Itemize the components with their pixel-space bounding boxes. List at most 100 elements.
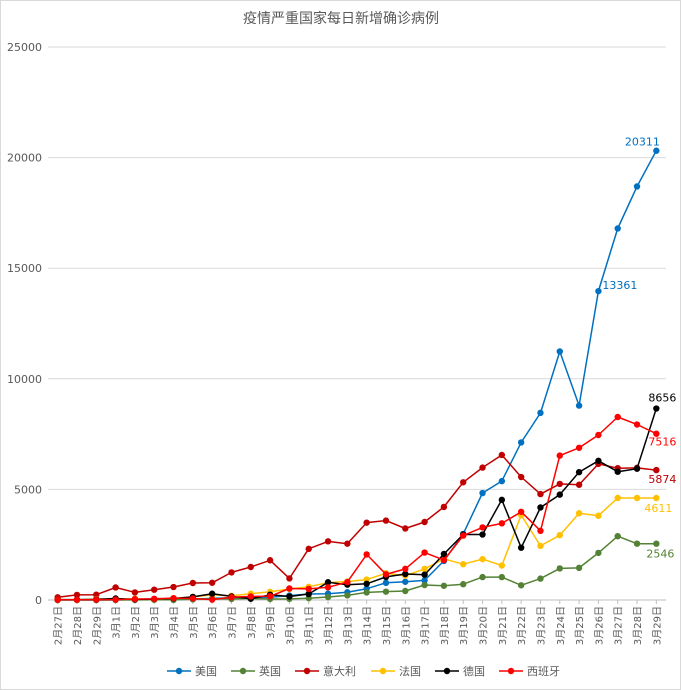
data-point	[382, 517, 390, 524]
data-point	[286, 585, 293, 592]
x-tick-label: 3月8日	[246, 606, 258, 639]
data-point	[189, 595, 197, 602]
data-point	[247, 563, 254, 571]
legend-item-意大利[interactable]: 意大利	[295, 664, 356, 678]
data-point	[537, 490, 544, 498]
x-tick-label: 3月9日	[265, 606, 277, 639]
data-point	[402, 570, 409, 578]
data-point	[633, 465, 641, 472]
data-point	[382, 571, 390, 578]
data-point	[556, 452, 563, 459]
data-point	[556, 348, 563, 355]
x-tick-label: 3月15日	[381, 606, 393, 645]
data-point	[324, 584, 332, 591]
data-point	[170, 594, 177, 602]
legend-label: 西班牙	[527, 665, 560, 678]
data-point	[595, 457, 602, 464]
y-tick-label: 10000	[7, 373, 42, 386]
data-label: 13361	[602, 279, 637, 292]
legend-item-英国[interactable]: 英国	[231, 664, 281, 678]
x-tick-label: 3月29日	[651, 606, 663, 645]
data-point	[517, 582, 525, 589]
data-point	[421, 571, 428, 578]
x-tick-label: 3月16日	[400, 606, 412, 645]
data-point	[517, 439, 525, 446]
x-tick-label: 2月28日	[72, 606, 84, 645]
legend-label: 美国	[195, 665, 217, 678]
legend[interactable]: 美国 英国 意大利 法国 德国 西班牙	[167, 664, 560, 678]
data-point	[614, 468, 621, 475]
data-point	[73, 596, 81, 603]
data-point	[537, 504, 544, 511]
legend-item-西班牙[interactable]: 西班牙	[499, 665, 560, 678]
series-美国	[54, 147, 660, 604]
x-tick-label: 3月26日	[593, 606, 605, 645]
data-point	[228, 569, 235, 576]
data-point	[382, 588, 390, 595]
data-point	[402, 565, 409, 573]
y-tick-label: 5000	[14, 483, 42, 496]
legend-item-法国[interactable]: 法国	[371, 664, 421, 678]
gridlines	[48, 46, 666, 601]
data-point	[614, 494, 621, 502]
data-label: 2546	[646, 548, 674, 561]
data-point	[653, 494, 660, 502]
x-tick-label: 3月3日	[149, 606, 161, 639]
data-point	[305, 545, 312, 553]
data-point	[324, 593, 332, 601]
data-point	[402, 525, 409, 532]
data-point	[517, 544, 525, 551]
data-point	[421, 549, 428, 556]
data-point	[382, 579, 390, 587]
data-point	[595, 287, 602, 295]
series-法国	[54, 494, 660, 604]
data-point	[633, 494, 641, 502]
legend-label: 法国	[399, 664, 421, 678]
data-point	[440, 582, 448, 589]
legend-label: 意大利	[323, 664, 356, 678]
x-tick-label: 3月14日	[362, 606, 374, 645]
data-point	[517, 508, 525, 515]
data-point	[575, 444, 583, 451]
data-point	[575, 468, 583, 476]
data-point	[556, 480, 563, 488]
data-point	[208, 579, 216, 586]
data-point	[595, 512, 602, 519]
data-point	[344, 578, 351, 586]
x-tick-label: 3月2日	[130, 606, 142, 639]
data-point	[498, 477, 506, 485]
data-point	[247, 593, 254, 600]
data-point	[633, 421, 641, 428]
y-tick-label: 25000	[7, 41, 42, 54]
data-point	[517, 473, 525, 481]
data-point	[575, 481, 583, 488]
data-point	[575, 510, 583, 517]
x-tick-label: 3月21日	[497, 606, 509, 645]
data-point	[595, 549, 602, 557]
x-tick-label: 3月6日	[207, 606, 219, 639]
data-point	[498, 573, 506, 581]
data-point	[537, 575, 544, 582]
data-label: 7516	[648, 436, 676, 449]
data-point	[575, 564, 583, 572]
data-point	[575, 402, 583, 409]
data-point	[479, 573, 486, 581]
data-point	[93, 596, 100, 603]
series-西班牙	[54, 413, 660, 603]
data-point	[479, 464, 486, 471]
data-point	[324, 579, 332, 586]
data-point	[537, 527, 544, 535]
legend-marker	[443, 667, 451, 675]
data-point	[344, 592, 351, 599]
legend-item-德国[interactable]: 德国	[435, 664, 485, 678]
data-point	[479, 555, 486, 563]
data-point	[556, 531, 563, 539]
legend-item-美国[interactable]: 美国	[167, 665, 217, 678]
data-point	[633, 540, 641, 547]
x-axis: 2月27日 2月28日 2月29日 3月1日 3月2日 3月3日 3月4日 3月5日 3月6日 3…	[53, 600, 663, 645]
data-point	[614, 225, 621, 232]
x-tick-label: 3月5日	[188, 606, 200, 639]
data-point	[363, 519, 370, 526]
